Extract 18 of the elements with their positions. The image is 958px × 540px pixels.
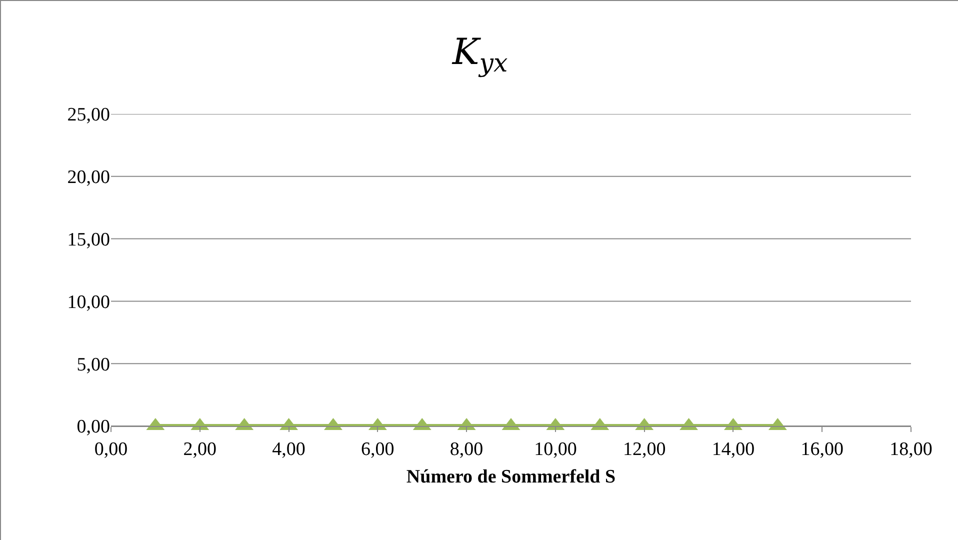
chart-title: K$_{yx}$ [451,32,508,78]
x-tick-label: 14,00 [712,438,755,460]
x-axis-title: Número de Sommerfeld S [406,466,616,488]
x-tick-label: 10,00 [534,438,577,460]
x-tick-label: 2,00 [183,438,217,460]
x-tick-label: 4,00 [272,438,306,460]
x-tick-label: 16,00 [800,438,844,460]
y-tick-label: 10,00 [67,292,110,313]
x-tick-label: 8,00 [450,438,484,460]
y-tick-label: 5,00 [76,354,110,376]
x-tick-label: 18,00 [890,438,932,460]
y-tick-label: 15,00 [67,229,110,250]
x-tick-label: 12,00 [622,438,666,460]
y-tick-label: 20,00 [67,167,110,188]
x-tick-label: 6,00 [361,438,394,460]
x-tick-label: 0,00 [94,438,128,460]
y-tick-label: 0,00 [76,416,110,438]
y-tick-label: 25,00 [67,104,110,126]
